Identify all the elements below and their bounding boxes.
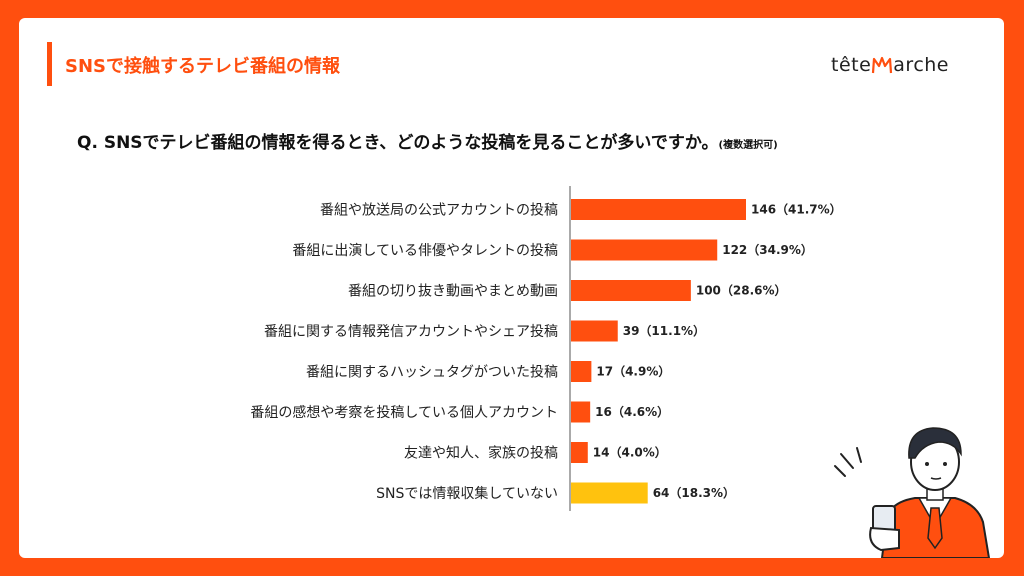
- bar: [571, 320, 618, 342]
- bar: [571, 482, 648, 504]
- data-label: 64（18.3%）: [653, 485, 735, 500]
- bars-group: 番組や放送局の公式アカウントの投稿 146（41.7%） 番組に出演している俳優やタ…: [250, 199, 842, 504]
- bar: [571, 280, 691, 301]
- data-label: 39（11.1%）: [623, 323, 705, 338]
- category-label: 番組に関する情報発信アカウントやシェア投稿: [264, 324, 558, 340]
- category-label: SNSでは情報収集していない: [376, 485, 558, 502]
- category-label: 番組の切り抜き動画やまとめ動画: [348, 284, 558, 300]
- survey-question: Q. SNSでテレビ番組の情報を得るとき、どのような投稿を見ることが多いですか。…: [77, 128, 778, 153]
- logo-m-crown-icon: [872, 56, 893, 74]
- bar: [571, 401, 591, 423]
- category-label: 番組に関するハッシュタグがついた投稿: [306, 365, 558, 381]
- category-label: 番組の感想や考察を投稿している個人アカウント: [250, 404, 558, 421]
- bar: [571, 361, 592, 382]
- category-label: 番組や放送局の公式アカウントの投稿: [320, 203, 558, 219]
- brand-logo: tête arche: [831, 54, 949, 76]
- logo-text-right: arche: [893, 54, 949, 76]
- question-text: Q. SNSでテレビ番組の情報を得るとき、どのような投稿を見ることが多いですか。: [77, 133, 719, 153]
- title-accent-bar: [47, 42, 52, 86]
- data-label: 16（4.6%）: [595, 404, 669, 419]
- data-label: 146（41.7%）: [751, 202, 842, 217]
- category-label: 友達や知人、家族の投稿: [404, 445, 558, 462]
- person-with-phone-illustration: [834, 427, 991, 558]
- data-label: 14（4.0%）: [593, 445, 667, 460]
- page-title: SNSで接触するテレビ番組の情報: [65, 56, 340, 77]
- logo-text-left: tête: [831, 54, 872, 76]
- bar: [571, 239, 718, 261]
- data-label: 122（34.9%）: [722, 242, 813, 257]
- bar: [571, 199, 746, 220]
- surprise-marks-icon: [834, 447, 862, 477]
- bar-chart: 番組や放送局の公式アカウントの投稿 146（41.7%） 番組に出演している俳優やタ…: [250, 186, 842, 511]
- data-label: 17（4.9%）: [596, 364, 670, 379]
- chart-card: SNSで接触するテレビ番組の情報 tête arche Q. SNSでテレビ番組…: [19, 18, 1004, 558]
- category-label: 番組に出演している俳優やタレントの投稿: [292, 243, 558, 259]
- bar: [571, 442, 588, 463]
- data-label: 100（28.6%）: [696, 283, 787, 298]
- question-note: (複数選択可): [718, 140, 778, 151]
